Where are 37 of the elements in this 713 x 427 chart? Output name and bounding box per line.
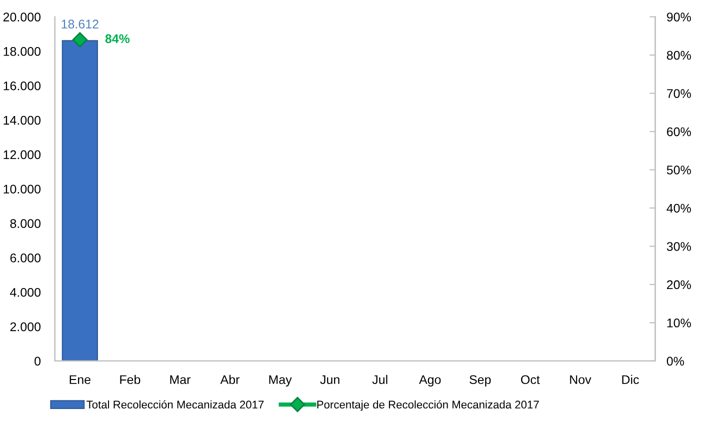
x-tick-label: Abr (220, 374, 240, 384)
x-tick-label: Ene (70, 375, 90, 384)
legend-label: Total Recolección Mecanizada 2017 (86, 400, 264, 409)
y-tick-label: 10.000 (4, 184, 41, 194)
y-tick-label: 14.000 (4, 116, 41, 125)
x-tick-label: Feb (120, 374, 140, 384)
y-tick-label: 20.000 (3, 12, 41, 22)
y2-tick-label: 70% (667, 89, 691, 98)
y-tick-label: 2.000 (10, 322, 41, 332)
y2-tick-label: 0% (666, 356, 684, 366)
legend-label: Porcentaje de Recolección Mecanizada 2017 (317, 400, 539, 411)
y2-tick-label: 60% (666, 127, 691, 136)
x-tick-label: Sep (470, 375, 491, 387)
y-tick-label: 8.000 (10, 219, 41, 228)
y2-tick-label: 40% (666, 204, 691, 213)
x-tick-label: Mar (170, 375, 191, 384)
y-tick-label: 6.000 (10, 254, 41, 262)
y2-tick-label: 30% (666, 242, 691, 251)
x-tick-label: Oct (521, 375, 540, 384)
x-tick-label: Nov (570, 375, 592, 384)
y-tick-label: 0 (34, 356, 41, 366)
data-label: 84% (105, 34, 130, 44)
x-tick-label: Dic (622, 374, 639, 384)
x-tick-label: Ago (419, 375, 441, 387)
y2-tick-label: 20% (666, 280, 691, 290)
y-tick-label: 16.000 (4, 81, 41, 90)
data-label: 18.612 (62, 20, 98, 29)
y-tick-label: 12.000 (4, 150, 41, 160)
y2-tick-label: 80% (666, 50, 691, 60)
y2-tick-label: 90% (666, 12, 691, 22)
x-tick-label: Jul (372, 374, 388, 384)
y-tick-label: 4.000 (10, 288, 41, 297)
x-tick-label: Jun (320, 375, 340, 384)
x-tick-label: May (269, 375, 292, 387)
y2-tick-label: 50% (666, 166, 691, 174)
y-tick-label: 18.000 (4, 47, 41, 56)
y2-tick-label: 10% (667, 318, 691, 328)
